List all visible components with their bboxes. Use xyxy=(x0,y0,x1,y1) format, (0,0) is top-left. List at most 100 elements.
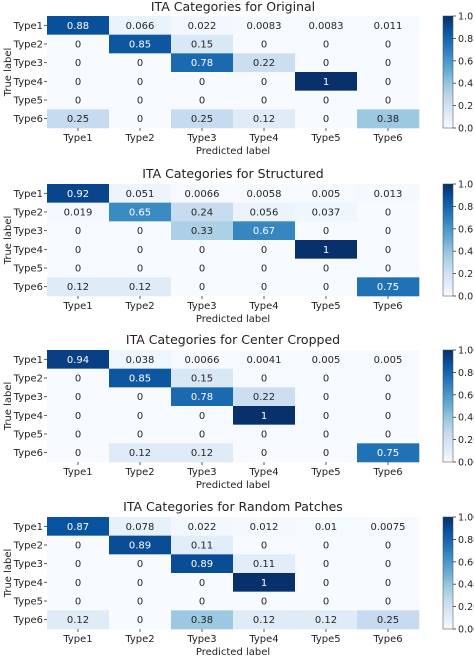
heatmap-cell xyxy=(233,90,296,110)
heatmap-cell-value: 0.0066 xyxy=(185,355,220,366)
heatmap-cell-value: 0 xyxy=(137,77,143,88)
heatmap-cell xyxy=(109,72,172,91)
colorbar-tick-label: 1.00 xyxy=(458,346,474,357)
y-tick-label: Type5 xyxy=(13,430,43,441)
colorbar xyxy=(442,183,454,297)
heatmap-cell xyxy=(47,443,110,463)
heatmap-cell-value: 0 xyxy=(385,392,391,403)
x-tick-label: Type1 xyxy=(62,133,92,144)
heatmap-cell xyxy=(357,90,420,110)
heatmap-cell xyxy=(109,16,172,35)
heatmap-cell xyxy=(233,573,296,592)
y-tick-label: Type6 xyxy=(13,282,43,293)
heatmap-cell-value: 0 xyxy=(323,597,329,608)
colorbar-tick-label: 0.20 xyxy=(458,602,474,613)
heatmap-cell xyxy=(357,16,420,35)
heatmap-cell-value: 0.005 xyxy=(312,355,341,366)
heatmap-cell-value: 0.037 xyxy=(312,208,341,219)
x-tick-label: Type3 xyxy=(186,133,216,144)
heatmap-cell xyxy=(171,53,234,73)
heatmap-cell xyxy=(357,387,420,407)
heatmap-cell xyxy=(47,184,110,203)
heatmap-cell-value: 0 xyxy=(323,226,329,237)
heatmap-cell xyxy=(295,109,358,129)
heatmap-cell-value: 0.78 xyxy=(191,58,213,69)
heatmap-cell-value: 0.33 xyxy=(191,226,213,237)
heatmap-cell xyxy=(171,16,234,35)
heatmap-cell xyxy=(295,184,358,203)
heatmap-cell-value: 0.005 xyxy=(312,189,341,200)
y-tick-label: Type4 xyxy=(13,245,43,256)
heatmap-cell xyxy=(171,350,234,369)
heatmap-cell xyxy=(357,573,420,592)
heatmap-cell-value: 0 xyxy=(323,264,329,275)
heatmap-cell xyxy=(357,535,420,555)
heatmap-cell-value: 0 xyxy=(261,40,267,51)
heatmap-cell-value: 0.12 xyxy=(67,615,89,626)
heatmap-title: ITA Categories for Center Cropped xyxy=(126,332,340,347)
heatmap-cell xyxy=(295,387,358,407)
heatmap-cell xyxy=(47,424,110,444)
heatmap-cell xyxy=(109,535,172,555)
heatmap-cell xyxy=(295,443,358,463)
heatmap-cell xyxy=(109,109,172,129)
x-tick-label: Type5 xyxy=(310,133,340,144)
heatmap-cell xyxy=(171,221,234,241)
colorbar-tick-label: 0.0 xyxy=(458,124,473,135)
heatmap-cell xyxy=(47,406,110,425)
heatmap-cell xyxy=(295,517,358,536)
x-tick-label: Type4 xyxy=(248,634,278,645)
heatmap-cell xyxy=(357,424,420,444)
x-axis-label: Predicted label xyxy=(196,314,270,325)
heatmap-cell xyxy=(357,406,420,425)
heatmap-cell-value: 0 xyxy=(385,40,391,51)
heatmap-title: ITA Categories for Original xyxy=(151,0,315,14)
colorbar-tick-label: 0.60 xyxy=(458,390,474,401)
y-tick-label: Type6 xyxy=(13,615,43,626)
heatmap-cell-value: 0 xyxy=(75,77,81,88)
heatmap-cell xyxy=(233,34,296,54)
heatmap-title: ITA Categories for Random Patches xyxy=(123,499,343,514)
heatmap-cell-value: 0 xyxy=(137,245,143,256)
heatmap-cell-value: 0 xyxy=(385,430,391,441)
heatmap-cell xyxy=(47,53,110,73)
heatmap-cell-value: 0 xyxy=(199,77,205,88)
heatmap-cell xyxy=(357,554,420,574)
heatmap-cell-value: 0.056 xyxy=(250,208,279,219)
heatmap-cell-value: 0 xyxy=(261,541,267,552)
heatmap-cell-value: 0 xyxy=(75,392,81,403)
heatmap-cell-value: 0.12 xyxy=(129,282,151,293)
heatmap-cell xyxy=(47,202,110,222)
heatmap-cell-value: 0 xyxy=(137,578,143,589)
heatmap-cell xyxy=(109,591,172,611)
y-tick-label: Type3 xyxy=(13,392,43,403)
y-axis-label: True label xyxy=(3,549,14,599)
heatmap-cell-value: 0 xyxy=(137,96,143,107)
colorbar xyxy=(442,516,454,630)
heatmap-cell-value: 0.0083 xyxy=(309,21,344,32)
colorbar-tick-label: 0.4 xyxy=(458,79,473,90)
colorbar-tick-label: 0.2 xyxy=(458,101,473,112)
heatmap-cell xyxy=(233,16,296,35)
heatmap-cell xyxy=(357,368,420,388)
heatmap-cell-value: 0.24 xyxy=(191,208,213,219)
heatmap-cell xyxy=(47,517,110,536)
colorbar-tick-label: 1.0 xyxy=(458,180,473,191)
heatmap-cell xyxy=(47,34,110,54)
heatmap-cell-value: 0 xyxy=(199,430,205,441)
heatmap-cell xyxy=(295,591,358,611)
y-tick-label: Type1 xyxy=(13,355,43,366)
heatmap-cell-value: 0.15 xyxy=(191,40,213,51)
heatmap-cell-value: 0.75 xyxy=(377,282,399,293)
heatmap-cell-value: 0 xyxy=(75,597,81,608)
heatmap-cell-value: 0 xyxy=(75,578,81,589)
heatmap-cell-value: 0 xyxy=(199,578,205,589)
heatmap-cell xyxy=(171,258,234,278)
heatmap-cell-value: 0 xyxy=(323,114,329,125)
heatmap-cell-value: 0 xyxy=(75,559,81,570)
heatmap-cell xyxy=(47,554,110,574)
heatmap-cell xyxy=(47,368,110,388)
heatmap-cell xyxy=(109,573,172,592)
heatmap-cell-value: 0.12 xyxy=(253,114,275,125)
heatmap-cell xyxy=(47,277,110,297)
